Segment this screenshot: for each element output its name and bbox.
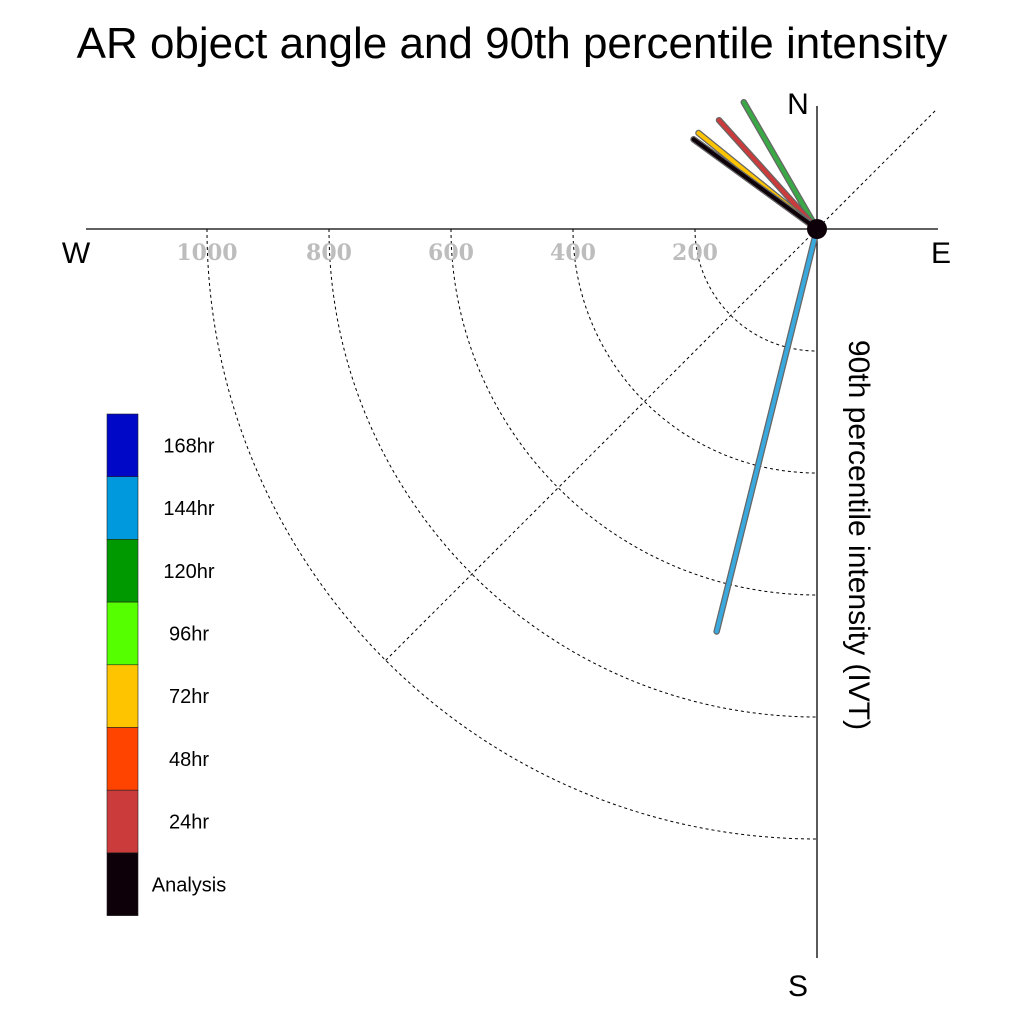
legend-label-48hr: 48hr xyxy=(169,749,209,771)
y-axis-label: 90th percentile intensity (IVT) xyxy=(842,340,875,730)
legend-label-120hr: 120hr xyxy=(163,561,214,583)
legend-swatch-144hr xyxy=(106,476,139,540)
chart-title: AR object angle and 90th percentile inte… xyxy=(77,19,948,68)
tick-label-200: 200 xyxy=(672,240,718,266)
compass-south-label: S xyxy=(788,970,808,1003)
vector-120hr xyxy=(741,100,819,231)
origin-point xyxy=(807,219,827,239)
grid-arc-1000 xyxy=(206,228,818,840)
legend-label-24hr: 24hr xyxy=(169,812,209,834)
legend-swatch-168hr xyxy=(106,413,139,478)
vector-24hr xyxy=(717,118,819,231)
grid xyxy=(206,108,938,840)
grid-arc-600 xyxy=(450,228,818,596)
legend-swatch-72hr xyxy=(106,664,139,728)
compass-north-label: N xyxy=(787,88,809,121)
compass-east-label: E xyxy=(931,237,951,270)
legend-swatch-96hr xyxy=(106,601,139,666)
tick-label-1000: 1000 xyxy=(176,240,237,266)
legend-label-analysis: Analysis xyxy=(152,874,226,896)
tick-label-800: 800 xyxy=(306,240,352,266)
grid-arc-200 xyxy=(694,228,818,352)
legend: 168hr 144hr 120hr 96hr 72hr 48hr 24hr Analysis xyxy=(106,413,226,916)
radial-tick-labels: 200 400 600 800 1000 xyxy=(176,240,718,266)
legend-swatch-24hr xyxy=(106,789,139,854)
vector-analysis xyxy=(691,137,819,231)
tick-label-600: 600 xyxy=(428,240,474,266)
grid-arc-800 xyxy=(328,228,818,718)
legend-swatch-120hr xyxy=(106,539,139,603)
vector-144hr xyxy=(714,227,819,634)
diagonal-gridline xyxy=(385,108,938,661)
legend-swatch-48hr xyxy=(106,727,139,791)
compass-west-label: W xyxy=(62,237,91,270)
legend-swatch-analysis xyxy=(106,852,139,916)
grid-arc-400 xyxy=(572,228,818,474)
tick-label-400: 400 xyxy=(550,240,596,266)
vectors xyxy=(690,98,821,635)
legend-label-168hr: 168hr xyxy=(163,435,214,457)
legend-label-72hr: 72hr xyxy=(169,686,209,708)
legend-label-96hr: 96hr xyxy=(169,623,209,645)
legend-label-144hr: 144hr xyxy=(163,498,214,520)
